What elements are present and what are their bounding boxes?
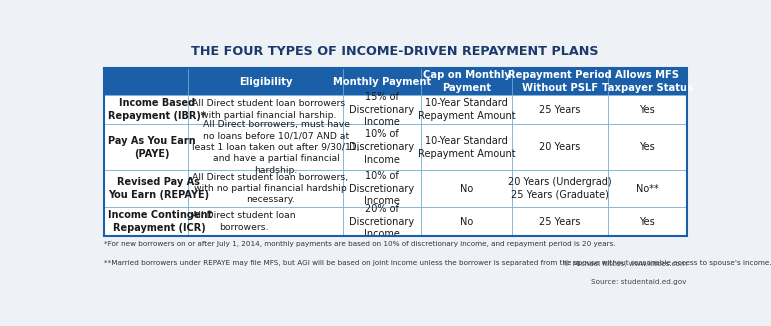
Text: *For new borrowers on or after July 1, 2014, monthly payments are based on 10% o: *For new borrowers on or after July 1, 2… — [103, 241, 615, 247]
Text: Source: studentaid.ed.gov: Source: studentaid.ed.gov — [591, 279, 687, 285]
Text: 20 Years (Undergrad)
25 Years (Graduate): 20 Years (Undergrad) 25 Years (Graduate) — [508, 177, 611, 200]
Bar — [422, 170, 512, 207]
Text: No: No — [460, 184, 473, 194]
Text: 10% of
Discretionary
Income: 10% of Discretionary Income — [349, 129, 415, 165]
Bar — [512, 95, 608, 124]
Bar — [188, 124, 342, 170]
Text: Pay As You Earn
(PAYE): Pay As You Earn (PAYE) — [108, 136, 195, 158]
Text: 10-Year Standard
Repayment Amount: 10-Year Standard Repayment Amount — [418, 98, 515, 121]
Bar — [103, 124, 188, 170]
Text: 10-Year Standard
Repayment Amount: 10-Year Standard Repayment Amount — [418, 136, 515, 158]
Bar — [512, 207, 608, 236]
Bar — [103, 95, 188, 124]
Bar — [188, 170, 342, 207]
Text: Yes: Yes — [639, 216, 655, 227]
Bar — [422, 124, 512, 170]
Bar — [608, 207, 687, 236]
Text: © Michael Kitces, www.kitces.com: © Michael Kitces, www.kitces.com — [563, 261, 687, 267]
Bar — [608, 95, 687, 124]
Bar — [342, 68, 422, 95]
Text: Income Contingent
Repayment (ICR): Income Contingent Repayment (ICR) — [108, 210, 212, 233]
Bar — [103, 170, 188, 207]
Text: No: No — [460, 216, 473, 227]
Text: THE FOUR TYPES OF INCOME-DRIVEN REPAYMENT PLANS: THE FOUR TYPES OF INCOME-DRIVEN REPAYMEN… — [191, 45, 599, 58]
Text: 15% of
Discretionary
Income: 15% of Discretionary Income — [349, 92, 415, 127]
Text: Repayment Period
Without PSLF: Repayment Period Without PSLF — [508, 70, 611, 93]
Bar — [103, 68, 687, 236]
Text: 25 Years: 25 Years — [539, 216, 581, 227]
Text: Cap on Monthly
Payment: Cap on Monthly Payment — [423, 70, 510, 93]
Bar — [512, 124, 608, 170]
Bar — [342, 124, 422, 170]
Text: 20% of
Discretionary
Income: 20% of Discretionary Income — [349, 204, 415, 239]
Bar — [342, 207, 422, 236]
Bar — [103, 68, 188, 95]
Bar — [512, 170, 608, 207]
Text: No**: No** — [636, 184, 658, 194]
Bar — [422, 207, 512, 236]
Bar — [342, 95, 422, 124]
Text: 25 Years: 25 Years — [539, 105, 581, 114]
Bar — [608, 124, 687, 170]
Text: All Direct student loan
borrowers.: All Direct student loan borrowers. — [192, 211, 296, 232]
Text: All Direct student loan borrowers,
with no partial financial hardship
necessary.: All Direct student loan borrowers, with … — [192, 172, 348, 204]
Text: All Direct borrowers, must have
no loans before 10/1/07 AND at
least 1 loan take: All Direct borrowers, must have no loans… — [192, 120, 360, 174]
Bar — [422, 68, 512, 95]
Text: 10% of
Discretionary
Income: 10% of Discretionary Income — [349, 171, 415, 206]
Text: Monthly Payment: Monthly Payment — [333, 77, 431, 86]
Bar — [608, 68, 687, 95]
Bar — [188, 207, 342, 236]
Bar — [342, 170, 422, 207]
Text: Income Based
Repayment (IBR)*: Income Based Repayment (IBR)* — [108, 98, 206, 121]
Bar — [188, 95, 342, 124]
Bar — [608, 170, 687, 207]
Text: **Married borrowers under REPAYE may file MFS, but AGI will be based on joint in: **Married borrowers under REPAYE may fil… — [103, 259, 771, 265]
Text: Allows MFS
Taxpayer Status: Allows MFS Taxpayer Status — [602, 70, 693, 93]
Bar — [422, 95, 512, 124]
Text: Yes: Yes — [639, 105, 655, 114]
Text: Revised Pay As
You Earn (REPAYE): Revised Pay As You Earn (REPAYE) — [108, 177, 209, 200]
Bar — [103, 207, 188, 236]
Text: Yes: Yes — [639, 142, 655, 152]
Text: All Direct student loan borrowers
with partial financial harship.: All Direct student loan borrowers with p… — [192, 99, 345, 120]
Text: 20 Years: 20 Years — [539, 142, 581, 152]
Bar — [512, 68, 608, 95]
Bar — [188, 68, 342, 95]
Text: Eligibility: Eligibility — [239, 77, 292, 86]
